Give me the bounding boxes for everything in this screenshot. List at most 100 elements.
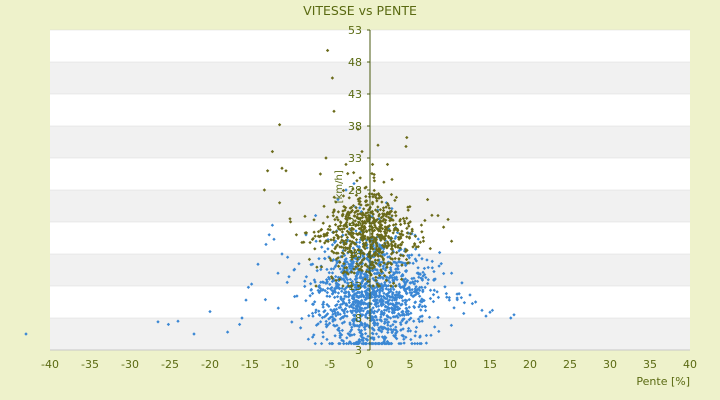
data-point bbox=[374, 261, 378, 265]
data-point bbox=[330, 341, 334, 346]
data-point bbox=[342, 227, 346, 231]
data-point bbox=[338, 317, 343, 321]
data-point bbox=[387, 309, 391, 314]
data-point bbox=[270, 223, 275, 227]
data-point bbox=[363, 321, 367, 326]
data-point bbox=[341, 188, 346, 193]
data-point bbox=[400, 240, 405, 245]
data-point bbox=[381, 264, 385, 268]
data-point bbox=[342, 287, 347, 292]
data-point bbox=[449, 323, 454, 328]
data-point bbox=[338, 240, 343, 245]
data-point bbox=[357, 325, 361, 329]
data-point bbox=[311, 236, 315, 241]
data-point bbox=[459, 295, 464, 300]
data-point bbox=[402, 249, 407, 253]
data-point bbox=[372, 220, 376, 225]
data-point bbox=[407, 297, 411, 302]
data-point bbox=[379, 238, 383, 242]
data-point bbox=[322, 204, 326, 208]
data-point bbox=[394, 290, 399, 294]
data-point bbox=[373, 253, 377, 258]
data-point bbox=[325, 215, 330, 219]
data-point bbox=[404, 144, 408, 149]
data-point bbox=[378, 219, 383, 223]
data-point bbox=[384, 205, 388, 209]
data-point bbox=[420, 257, 424, 261]
data-point bbox=[386, 255, 390, 259]
data-point bbox=[353, 313, 357, 317]
data-point bbox=[267, 233, 271, 237]
data-point bbox=[364, 341, 369, 346]
data-point bbox=[383, 326, 387, 330]
data-point bbox=[382, 180, 386, 184]
data-point bbox=[382, 212, 386, 216]
data-point bbox=[326, 247, 330, 251]
data-point bbox=[246, 285, 251, 289]
data-point bbox=[363, 225, 367, 230]
data-point bbox=[426, 265, 430, 270]
data-point bbox=[350, 257, 354, 261]
data-point bbox=[335, 215, 339, 220]
data-point bbox=[380, 200, 384, 204]
data-point bbox=[377, 193, 382, 198]
data-point bbox=[353, 219, 357, 223]
data-point bbox=[410, 227, 414, 232]
data-point bbox=[414, 284, 418, 289]
data-point bbox=[371, 263, 376, 268]
data-point bbox=[304, 275, 309, 279]
data-point bbox=[376, 205, 380, 209]
data-point bbox=[345, 310, 350, 314]
data-point bbox=[386, 326, 390, 331]
data-point bbox=[336, 197, 340, 202]
data-point bbox=[350, 279, 355, 284]
data-point bbox=[383, 280, 387, 285]
data-point bbox=[378, 263, 383, 267]
data-point bbox=[364, 229, 369, 234]
data-point bbox=[357, 231, 361, 235]
data-point bbox=[388, 261, 393, 265]
data-point bbox=[382, 336, 386, 341]
data-point bbox=[342, 242, 346, 247]
data-point bbox=[373, 223, 377, 227]
data-point bbox=[353, 288, 357, 292]
data-point bbox=[390, 294, 394, 299]
data-point bbox=[319, 341, 324, 346]
data-point bbox=[409, 337, 413, 342]
data-point bbox=[394, 234, 398, 239]
x-tick-label: -10 bbox=[281, 358, 299, 371]
data-point bbox=[357, 244, 361, 249]
data-point bbox=[393, 245, 398, 249]
data-point bbox=[374, 315, 378, 319]
data-point bbox=[364, 269, 369, 274]
data-point bbox=[408, 329, 413, 333]
data-point bbox=[351, 221, 355, 225]
data-point bbox=[337, 305, 341, 310]
data-point bbox=[396, 312, 401, 316]
data-point bbox=[355, 261, 359, 266]
data-point bbox=[338, 260, 342, 264]
data-point bbox=[359, 276, 364, 280]
data-point bbox=[397, 249, 401, 253]
data-point bbox=[377, 271, 382, 276]
data-point bbox=[396, 267, 400, 271]
data-point bbox=[362, 242, 367, 247]
data-point bbox=[412, 290, 417, 294]
data-point bbox=[455, 298, 459, 302]
y-tick-label: 8 bbox=[355, 312, 362, 325]
data-point bbox=[334, 257, 339, 261]
data-point bbox=[317, 313, 321, 317]
data-point bbox=[348, 249, 353, 254]
data-point bbox=[353, 285, 357, 290]
data-point bbox=[328, 341, 332, 346]
data-point bbox=[366, 279, 370, 284]
data-point bbox=[321, 335, 325, 339]
data-point bbox=[355, 295, 359, 299]
data-point bbox=[331, 230, 336, 235]
data-point bbox=[359, 328, 364, 333]
data-point bbox=[361, 222, 365, 226]
data-point bbox=[373, 267, 378, 272]
data-point bbox=[318, 172, 323, 176]
data-point bbox=[314, 323, 319, 327]
data-point bbox=[390, 206, 394, 211]
